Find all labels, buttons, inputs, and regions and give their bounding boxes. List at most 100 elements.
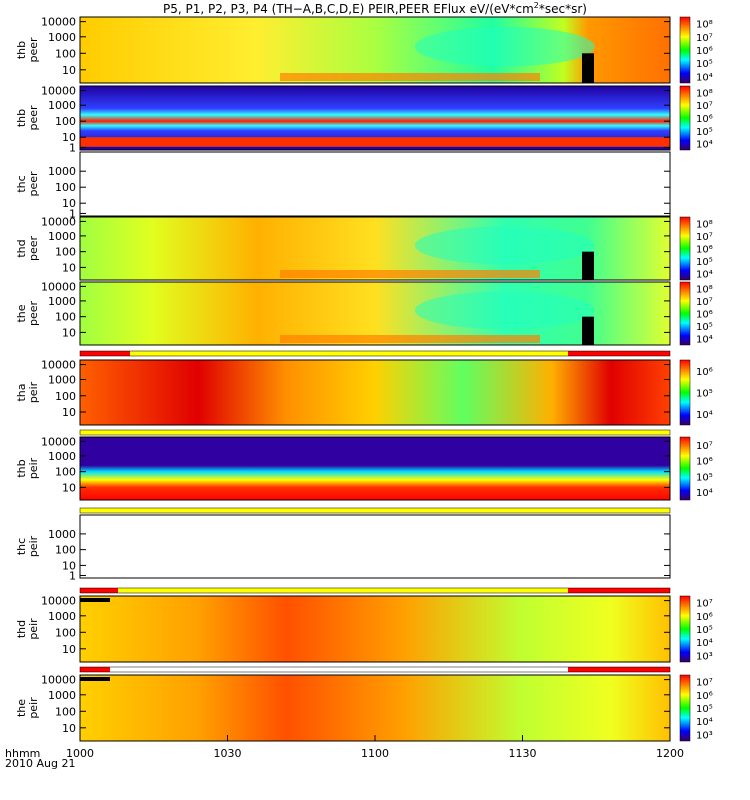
flag-bar [79, 507, 671, 514]
y-tick-label: 10 [62, 261, 76, 274]
y-tick-label: 100 [55, 181, 76, 194]
colorbar-label: 10⁶ [696, 310, 713, 321]
x-tick-label: 1030 [214, 747, 242, 760]
x-tick-label: 1130 [509, 747, 537, 760]
panel-probe-label: thb [15, 109, 28, 127]
flag-segment [80, 508, 670, 513]
colorbar-label: 10⁶ [696, 691, 713, 702]
y-tick-label: 1 [69, 569, 76, 582]
colorbar-label: 10³ [696, 651, 713, 662]
y-tick-label: 1000 [48, 689, 76, 702]
colorbar [679, 595, 691, 663]
flag-segment [118, 588, 568, 593]
panel-thb-peer: 110 100 1000 10000 thb peer 10⁴ 10⁵ 10⁶ 10⁷ 10⁸ [15, 84, 713, 154]
flag-bar-frame [79, 587, 671, 594]
colorbar-label: 10⁷ [696, 441, 713, 452]
panel-tha-peir: 10 100 1000 10000 tha peir 10⁴ 10⁵ 10⁶ [15, 359, 713, 426]
flag-segment [80, 430, 670, 435]
flag-segment [568, 667, 670, 672]
flag-bar [79, 666, 671, 673]
y-tick-label: 1000 [48, 374, 76, 387]
flag-segment [568, 588, 670, 593]
y-tick-label: 10000 [41, 84, 76, 97]
heatmap-9 [80, 675, 670, 741]
panel-probe-label: thd [15, 239, 28, 257]
y-tick-label: 100 [55, 544, 76, 557]
panel-probe-label: the [15, 304, 28, 322]
y-tick-label: 1000 [48, 99, 76, 112]
colorbar-label: 10³ [696, 730, 713, 741]
panel-frame [79, 595, 671, 663]
colorbar-label: 10⁵ [696, 127, 713, 138]
figure-title: P5, P1, P2, P3, P4 (TH−A,B,C,D,E) PEIR,P… [163, 1, 587, 16]
colorbar-label: 10⁷ [696, 232, 713, 243]
flag-bar [79, 350, 671, 357]
low-energy-band [280, 335, 540, 343]
panel-species-label: peir [27, 457, 40, 479]
data-gap [582, 316, 594, 345]
colorbar-label: 10⁴ [696, 717, 713, 728]
colorbar-label: 10⁵ [696, 59, 713, 70]
colorbar-label: 10⁴ [696, 270, 713, 281]
colorbar-label: 10⁶ [696, 245, 713, 256]
y-tick-label: 10 [62, 197, 76, 210]
y-tick-label: 100 [55, 705, 76, 718]
panel-species-label: peir [27, 535, 40, 557]
y-tick-label: 1000 [48, 528, 76, 541]
colorbar-label: 10⁷ [696, 33, 713, 44]
y-tick-label: 100 [55, 47, 76, 60]
data-gap [582, 53, 594, 83]
y-tick-label: 1 [69, 207, 76, 220]
y-tick-label: 100 [55, 390, 76, 403]
y-tick-label: 100 [55, 115, 76, 128]
y-tick-label: 10000 [41, 674, 76, 687]
y-tick-label: 1 [69, 141, 76, 154]
flag-bar-frame [79, 429, 671, 436]
panel-species-label: peir [27, 618, 40, 640]
panel-probe-label: tha [15, 383, 28, 401]
flag-segment [80, 588, 118, 593]
y-tick-label: 10 [62, 722, 76, 735]
panel-probe-label: thb [15, 459, 28, 477]
colorbar-label: 10⁴ [696, 488, 713, 499]
top-edge-mark [80, 598, 110, 602]
panel-thb-peer: 10 100 1000 10000 thb peer 10⁴ 10⁵ 10⁶ 10⁷ 10⁸ [15, 16, 713, 84]
y-tick-label: 1000 [48, 610, 76, 623]
panel-frame [79, 359, 671, 426]
colorbar-label: 10⁴ [696, 638, 713, 649]
panel-species-label: peir [27, 697, 40, 719]
colorbar-label: 10⁵ [696, 389, 713, 400]
panel-thb-peir: 10 100 1000 10000 thb peir 10⁴ 10⁵ 10⁶ 10⁷ [15, 435, 713, 501]
x-tick-label: 1100 [361, 747, 389, 760]
panel-probe-label: thc [15, 175, 28, 192]
flag-segment [110, 667, 568, 672]
top-edge-mark [80, 677, 110, 681]
flag-segment [80, 351, 130, 356]
colorbar [679, 281, 691, 346]
colorbar [679, 216, 691, 281]
colorbar-label: 10⁴ [696, 140, 713, 151]
heatmap-8 [80, 596, 670, 662]
colorbar-label: 10⁴ [696, 335, 713, 346]
heatmap-6 [80, 437, 670, 500]
colorbar-label: 10⁵ [696, 625, 713, 636]
y-tick-label: 10 [62, 64, 76, 77]
colorbar-label: 10⁸ [696, 284, 713, 295]
y-tick-label: 100 [55, 466, 76, 479]
panel-frame [79, 151, 671, 217]
colorbar [679, 16, 691, 84]
empty-panel-2 [80, 152, 670, 216]
low-energy-band [280, 270, 540, 278]
y-tick-label: 10000 [41, 16, 76, 29]
panel-species-label: peer [27, 236, 40, 262]
colorbar-label: 10⁵ [696, 472, 713, 483]
x-tick-labels: 1000 1030 1100 1130 1200 [66, 735, 684, 760]
flag-bar-frame [79, 507, 671, 514]
y-tick-label: 10000 [41, 435, 76, 448]
y-tick-label: 10 [62, 643, 76, 656]
y-tick-label: 1000 [48, 295, 76, 308]
flag-bar [79, 587, 671, 594]
